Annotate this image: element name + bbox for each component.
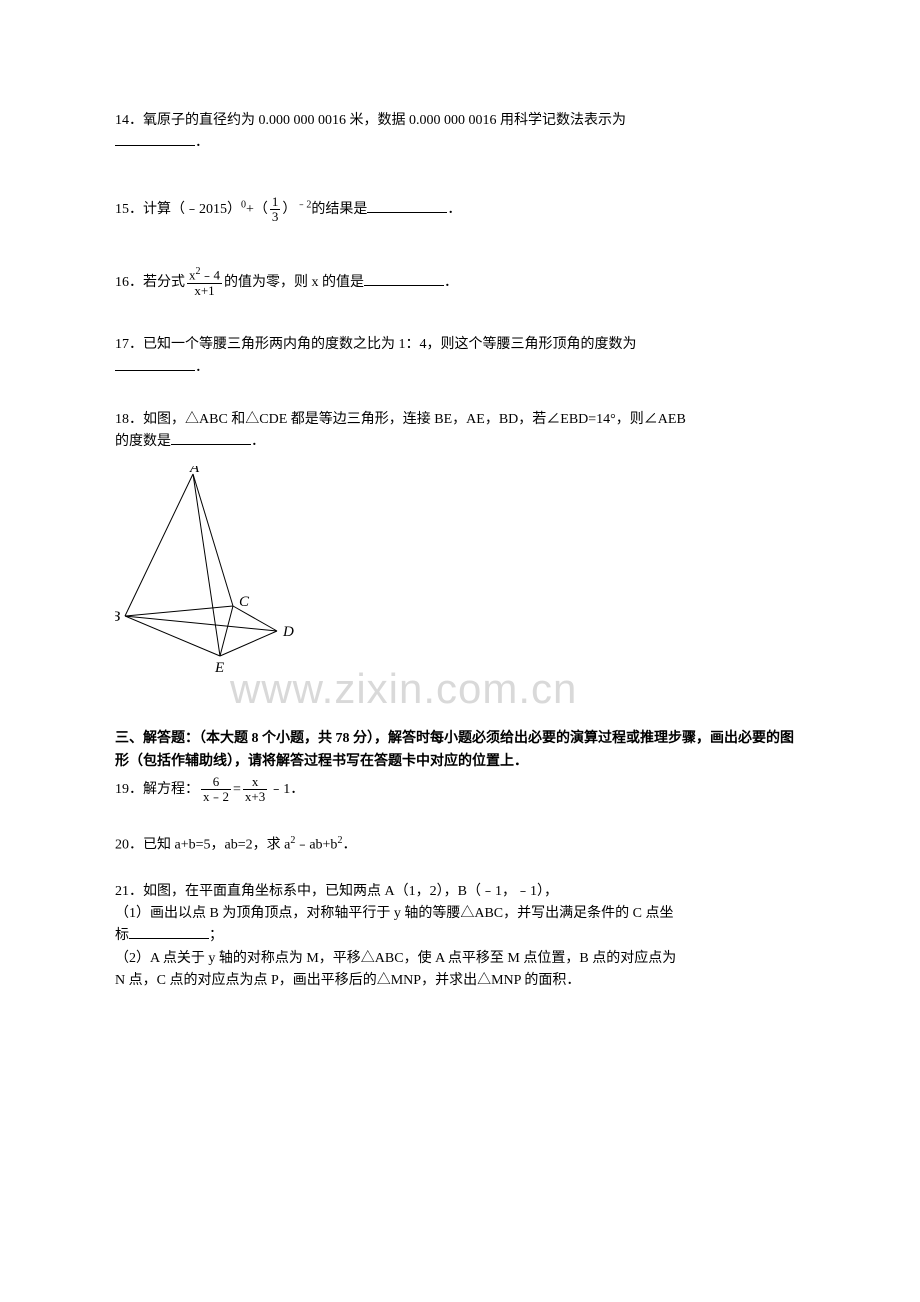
q19-frac2-den: x+3 [243,790,267,804]
q19-a: ．解方程： [129,782,199,797]
q14-text: ．氧原子的直径约为 0.000 000 0016 米，数据 0.000 000 … [129,113,626,128]
svg-text:E: E [214,660,224,676]
q14-blank [115,132,195,146]
q16-a: ．若分式 [129,275,185,290]
q15-b: +（ [246,202,268,217]
q19-frac1-num: 6 [201,775,231,790]
q15-a: ．计算（﹣2015） [129,202,241,217]
q14-period: ． [195,135,209,150]
q21-line2a: （1）画出以点 B 为顶角顶点，对称轴平行于 y 轴的等腰△ABC，并写出满足条… [115,906,673,921]
q19-eq: = [233,782,241,797]
q20-a: ．已知 a+b=5，ab=2，求 a [129,837,290,852]
svg-text:A: A [189,466,200,476]
q15-period: ． [447,202,461,217]
q16-blank [364,272,444,286]
q19-frac2-num: x [243,775,267,790]
diagram-q18: A B C D E [115,466,805,684]
question-16: 16．若分式x2﹣4x+1的值为零，则 x 的值是 ． [115,266,805,298]
q21-line4: N 点，C 点的对应点为点 P，画出平移后的△MNP，并求出△MNP 的面积． [115,973,580,988]
q17-period: ． [195,360,209,375]
q16-b: 的值为零，则 x 的值是 [224,275,364,290]
q15-c: ） [282,202,296,217]
q17-blank [115,357,195,371]
q16-frac-minus4: ﹣4 [201,268,221,283]
svg-text:D: D [282,624,294,640]
q19-frac1: 6x﹣2 [201,775,231,805]
q14-num: 14 [115,113,129,128]
q21-line2c: ； [209,928,223,943]
q19-frac2: xx+3 [243,775,267,805]
q18-num: 18 [115,412,129,427]
q20-b: ﹣ab+b [295,837,337,852]
q16-num: 16 [115,275,129,290]
q15-exp-neg2: ﹣2 [296,199,311,210]
q15-blank [367,199,447,213]
q21-line3: （2）A 点关于 y 轴的对称点为 M，平移△ABC，使 A 点平移至 M 点位… [115,951,676,966]
q19-num: 19 [115,782,129,797]
question-15: 15．计算（﹣2015）0+（13）﹣2的结果是． [115,195,805,225]
q17-num: 17 [115,337,129,352]
section-3-title: 三、解答题：（本大题 8 个小题，共 78 分），解答时每小题必须给出必要的演算… [115,728,805,773]
q16-frac-den: x+1 [187,284,222,298]
q15-frac-num: 1 [270,195,281,210]
q19-tail: ﹣1． [269,782,304,797]
q20-c: ． [342,837,356,852]
q18-b: 的度数是 [115,434,171,449]
q15-frac-den: 3 [270,210,281,224]
question-19: 19．解方程：6x﹣2=xx+3﹣1． [115,775,805,805]
q17-text: ．已知一个等腰三角形两内角的度数之比为 1：4，则这个等腰三角形顶角的度数为 [129,337,637,352]
triangle-diagram: A B C D E [115,466,305,676]
question-14: 14．氧原子的直径约为 0.000 000 0016 米，数据 0.000 00… [115,110,805,155]
q18-a: ．如图，△ABC 和△CDE 都是等边三角形，连接 BE，AE，BD，若∠EBD… [129,412,686,427]
question-21: 21．如图，在平面直角坐标系中，已知两点 A（1，2），B（﹣1，﹣1）， （1… [115,881,805,993]
q21-line2b: 标 [115,928,129,943]
q15-frac: 13 [270,195,281,225]
question-18: 18．如图，△ABC 和△CDE 都是等边三角形，连接 BE，AE，BD，若∠E… [115,409,805,454]
q16-period: ． [444,275,458,290]
svg-text:C: C [239,594,250,610]
svg-text:B: B [115,609,120,625]
q15-num: 15 [115,202,129,217]
q21-num: 21 [115,884,129,899]
q18-period: ． [251,434,265,449]
question-17: 17．已知一个等腰三角形两内角的度数之比为 1：4，则这个等腰三角形顶角的度数为… [115,334,805,379]
q16-frac-num: x2﹣4 [187,266,222,284]
q16-frac: x2﹣4x+1 [187,266,222,298]
q15-d: 的结果是 [311,202,367,217]
q20-num: 20 [115,837,129,852]
q21-line1: ．如图，在平面直角坐标系中，已知两点 A（1，2），B（﹣1，﹣1）， [129,884,558,899]
question-20: 20．已知 a+b=5，ab=2，求 a2﹣ab+b2． [115,833,805,857]
q19-frac1-den: x﹣2 [201,790,231,804]
q18-blank [171,431,251,445]
q21-blank [129,925,209,939]
page-content: 14．氧原子的直径约为 0.000 000 0016 米，数据 0.000 00… [115,110,805,993]
